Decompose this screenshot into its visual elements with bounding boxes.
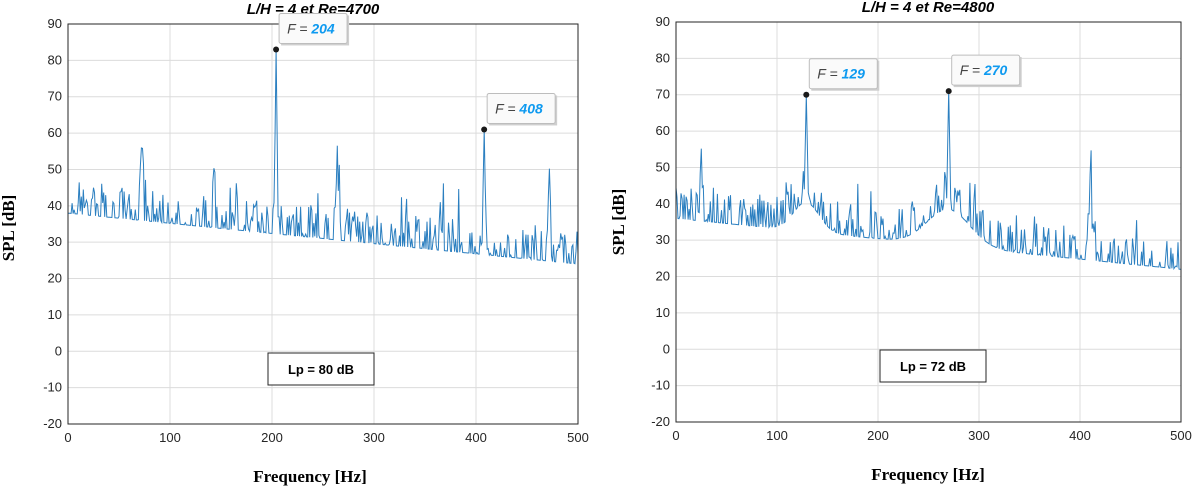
datatip-marker xyxy=(273,46,280,53)
grid-left xyxy=(67,23,579,425)
y-tick-label: 80 xyxy=(656,50,670,65)
y-tick-label: 20 xyxy=(656,269,670,284)
y-tick-label: 30 xyxy=(656,232,670,247)
x-tick-label: 100 xyxy=(159,430,181,445)
y-tick-label: -20 xyxy=(43,416,62,431)
y-tick-label: 70 xyxy=(48,89,62,104)
chart-right: 0 100 200 300 400 500 -20 -10 0 10 20 30 40 50 60 70 80 9… xyxy=(609,0,1192,484)
x-tick-label: 500 xyxy=(567,430,589,445)
datatip-box xyxy=(486,92,556,124)
series-left xyxy=(67,49,579,265)
y-tick-label: 60 xyxy=(656,123,670,138)
chart-title-right: L/H = 4 et Re=4800 xyxy=(862,0,995,16)
datatip-prefix: F = xyxy=(817,66,841,82)
datatip[interactable]: F = 408 xyxy=(481,92,558,133)
ticks-left: 0 100 200 300 400 500 -20 -10 0 10 20 30 40 50 60 70 80 9… xyxy=(43,16,589,445)
y-axis-label-left: SPL [dB] xyxy=(0,195,18,262)
y-tick-label: -10 xyxy=(43,380,62,395)
ticks-right: 0 100 200 300 400 500 -20 -10 0 10 20 30 40 50 60 70 80 9… xyxy=(651,14,1192,443)
y-tick-label: -10 xyxy=(651,378,670,393)
x-tick-label: 0 xyxy=(64,430,71,445)
y-tick-label: 80 xyxy=(48,52,62,67)
datatip[interactable]: F = 270 xyxy=(945,54,1022,95)
y-tick-label: -20 xyxy=(651,414,670,429)
y-tick-label: 70 xyxy=(656,87,670,102)
datatip-marker xyxy=(945,88,952,95)
lp-box-right-frame xyxy=(879,349,987,383)
datatip-prefix: F = xyxy=(287,20,311,36)
datatip-box xyxy=(951,54,1021,86)
datatip-label: F = 270 xyxy=(960,62,1008,78)
datatip[interactable]: F = 129 xyxy=(803,58,880,98)
lp-annotation-right: Lp = 72 dB xyxy=(900,359,966,374)
x-tick-label: 200 xyxy=(261,430,283,445)
datatip[interactable]: F = 204 xyxy=(273,12,350,53)
y-tick-label: 90 xyxy=(48,16,62,31)
axes-box-right xyxy=(675,21,1182,423)
datatip-prefix: F = xyxy=(495,100,519,116)
datatip-label: F = 408 xyxy=(495,100,543,116)
y-tick-label: 90 xyxy=(656,14,670,29)
y-tick-label: 40 xyxy=(48,198,62,213)
x-axis-label-left: Frequency [Hz] xyxy=(253,467,366,486)
y-tick-label: 30 xyxy=(48,234,62,249)
datatip-label: F = 204 xyxy=(287,20,335,36)
y-tick-label: 0 xyxy=(663,341,670,356)
x-tick-label: 300 xyxy=(363,430,385,445)
lp-box-right: Lp = 72 dB xyxy=(879,349,987,383)
spectrum-line xyxy=(67,49,579,265)
lp-box-left-frame xyxy=(267,352,375,386)
y-tick-label: 20 xyxy=(48,271,62,286)
x-tick-label: 300 xyxy=(968,428,990,443)
spectrum-line xyxy=(675,91,1182,271)
lp-annotation-left: Lp = 80 dB xyxy=(288,362,354,377)
y-tick-label: 10 xyxy=(48,307,62,322)
x-tick-label: 100 xyxy=(766,428,788,443)
y-tick-label: 50 xyxy=(48,161,62,176)
lp-box-left: Lp = 80 dB xyxy=(267,352,375,386)
datatip-prefix: F = xyxy=(960,62,984,78)
y-axis-label-right: SPL [dB] xyxy=(609,189,628,256)
datatip-marker xyxy=(803,91,810,98)
datatip-box xyxy=(808,58,878,90)
datatip-value: 129 xyxy=(842,66,866,82)
x-tick-label: 500 xyxy=(1170,428,1192,443)
x-tick-label: 400 xyxy=(465,430,487,445)
y-tick-label: 0 xyxy=(55,343,62,358)
datatip-value: 408 xyxy=(518,100,543,116)
datatip-marker xyxy=(481,126,488,133)
x-tick-label: 200 xyxy=(867,428,889,443)
y-tick-label: 40 xyxy=(656,196,670,211)
datatip-box xyxy=(278,12,348,44)
y-tick-label: 10 xyxy=(656,305,670,320)
chart-left: 0 100 200 300 400 500 -20 -10 0 10 20 30 40 50 60 70 80 9… xyxy=(0,1,589,486)
datatip-value: 270 xyxy=(983,62,1008,78)
datatips-right: F = 129 F = 270 xyxy=(803,54,1022,98)
x-tick-label: 400 xyxy=(1069,428,1091,443)
y-tick-label: 50 xyxy=(656,159,670,174)
series-right xyxy=(675,91,1182,271)
datatip-label: F = 129 xyxy=(817,66,865,82)
x-axis-label-right: Frequency [Hz] xyxy=(871,465,984,484)
x-tick-label: 0 xyxy=(672,428,679,443)
y-tick-label: 60 xyxy=(48,125,62,140)
datatip-value: 204 xyxy=(310,20,335,36)
